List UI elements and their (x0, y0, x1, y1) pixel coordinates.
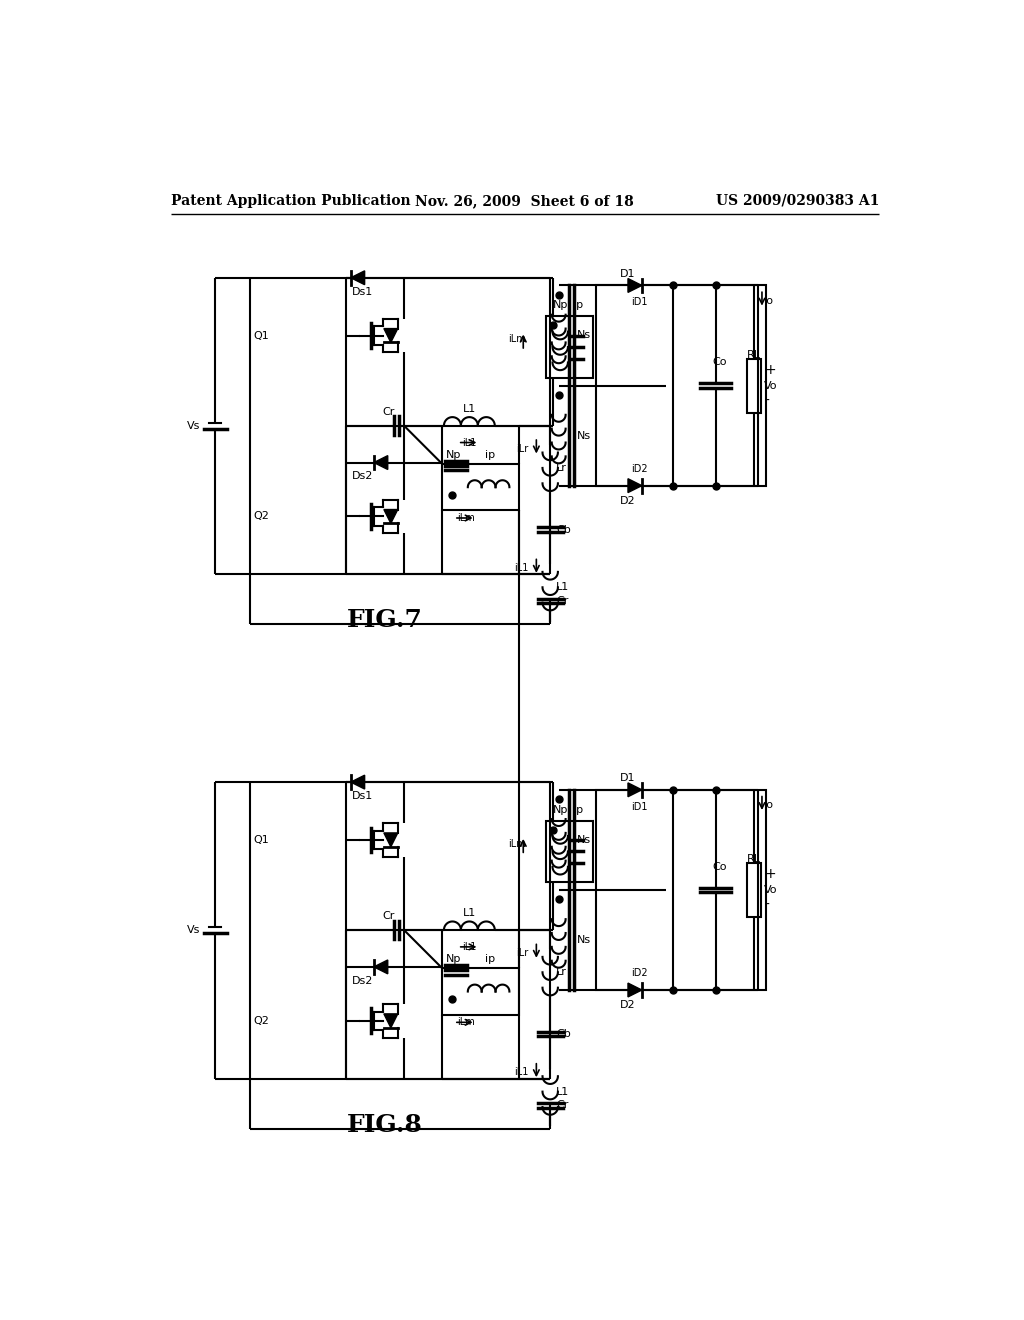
Text: iLm: iLm (508, 334, 525, 345)
Text: Ds1: Ds1 (352, 791, 374, 801)
Text: Cr: Cr (556, 597, 568, 606)
Text: Ds1: Ds1 (352, 286, 374, 297)
Text: Ns: Ns (578, 430, 591, 441)
Bar (748, 359, 761, 412)
Text: iLm: iLm (457, 1018, 474, 1027)
Text: Np: Np (553, 301, 568, 310)
Text: D1: D1 (620, 269, 635, 279)
Polygon shape (351, 271, 365, 285)
Text: Co: Co (712, 358, 726, 367)
Bar (442, 465, 519, 511)
Text: Cb: Cb (556, 524, 571, 535)
Text: Cr: Cr (556, 1101, 568, 1110)
Text: ip: ip (484, 450, 495, 459)
Text: FIG.8: FIG.8 (347, 1113, 423, 1137)
Bar (596, 789, 766, 990)
Text: Cb: Cb (556, 1028, 571, 1039)
Text: iD1: iD1 (631, 297, 647, 308)
Polygon shape (351, 775, 365, 789)
Text: Np: Np (446, 954, 462, 964)
Text: iD2: iD2 (631, 968, 648, 978)
Text: Ds2: Ds2 (352, 471, 374, 482)
Text: -: - (764, 899, 769, 912)
Text: D2: D2 (620, 496, 635, 506)
Polygon shape (628, 479, 642, 492)
Text: Vs: Vs (186, 421, 200, 430)
Text: Io: Io (764, 296, 774, 306)
Polygon shape (384, 833, 397, 847)
Text: FIG.7: FIG.7 (347, 609, 423, 632)
Text: ip: ip (573, 805, 584, 814)
Text: +: + (764, 363, 776, 378)
Text: Cr: Cr (382, 407, 394, 417)
Text: iLr: iLr (516, 444, 528, 454)
Polygon shape (628, 783, 642, 797)
Text: RL: RL (746, 854, 761, 865)
Text: ip: ip (484, 954, 495, 964)
Text: L1: L1 (556, 1086, 569, 1097)
Text: iL1: iL1 (462, 942, 476, 952)
Text: Np: Np (446, 450, 462, 459)
Text: Cr: Cr (382, 911, 394, 921)
Bar (596, 285, 766, 486)
Text: iLr: iLr (516, 948, 528, 958)
Polygon shape (384, 510, 397, 524)
Text: Ds2: Ds2 (352, 975, 374, 986)
Text: Q2: Q2 (254, 511, 269, 521)
Text: Patent Application Publication: Patent Application Publication (171, 194, 411, 207)
Polygon shape (628, 983, 642, 997)
Bar (547, 821, 593, 882)
Text: Vs: Vs (186, 925, 200, 935)
Text: Ns: Ns (578, 935, 591, 945)
Text: iLm: iLm (508, 838, 525, 849)
Text: Q1: Q1 (254, 330, 269, 341)
Text: Co: Co (712, 862, 726, 871)
Text: L1: L1 (463, 404, 476, 413)
Text: +: + (764, 867, 776, 882)
Polygon shape (628, 279, 642, 293)
Polygon shape (374, 455, 388, 470)
Text: iL1: iL1 (514, 1068, 528, 1077)
Polygon shape (374, 960, 388, 974)
Polygon shape (384, 329, 397, 342)
Bar (547, 317, 593, 378)
Text: D2: D2 (620, 1001, 635, 1010)
Text: L1: L1 (556, 582, 569, 593)
Bar (748, 863, 761, 917)
Text: iD2: iD2 (631, 463, 648, 474)
Bar (442, 969, 519, 1015)
Text: iLm: iLm (457, 513, 474, 523)
Text: Ns: Ns (578, 834, 591, 845)
Text: Vo: Vo (764, 380, 778, 391)
Polygon shape (384, 1014, 397, 1028)
Text: ip: ip (573, 301, 584, 310)
Text: US 2009/0290383 A1: US 2009/0290383 A1 (716, 194, 879, 207)
Text: Q2: Q2 (254, 1016, 269, 1026)
Text: Ns: Ns (578, 330, 591, 341)
Text: Lr: Lr (556, 463, 567, 473)
Text: Io: Io (764, 800, 774, 810)
Text: iL1: iL1 (462, 437, 476, 447)
Text: Q1: Q1 (254, 834, 269, 845)
Text: Lr: Lr (556, 968, 567, 977)
Text: -: - (764, 393, 769, 408)
Text: Np: Np (553, 805, 568, 814)
Text: Vo: Vo (764, 884, 778, 895)
Text: iL1: iL1 (514, 564, 528, 573)
Text: D1: D1 (620, 774, 635, 783)
Text: L1: L1 (463, 908, 476, 917)
Text: Nov. 26, 2009  Sheet 6 of 18: Nov. 26, 2009 Sheet 6 of 18 (416, 194, 634, 207)
Text: iD1: iD1 (631, 801, 647, 812)
Text: RL: RL (746, 350, 761, 360)
